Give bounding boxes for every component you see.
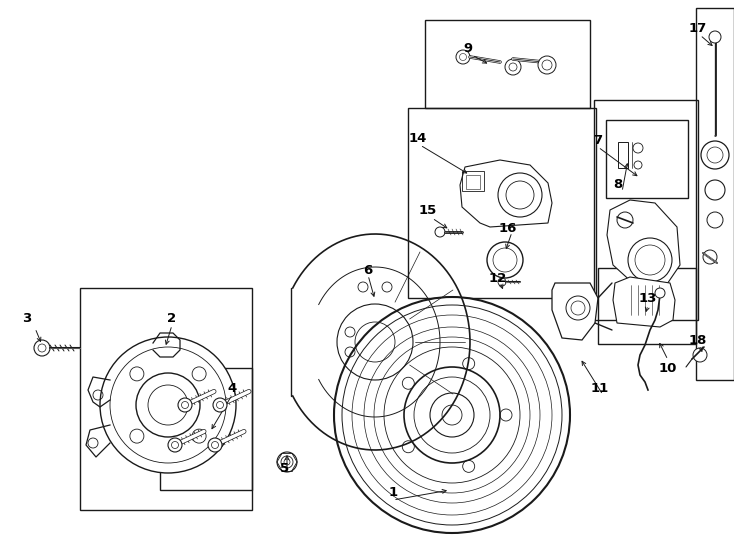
Polygon shape xyxy=(607,200,680,287)
Text: 11: 11 xyxy=(591,381,609,395)
Circle shape xyxy=(136,373,200,437)
Circle shape xyxy=(334,297,570,533)
Polygon shape xyxy=(552,283,598,340)
Text: 17: 17 xyxy=(689,22,707,35)
Circle shape xyxy=(693,348,707,362)
Text: 8: 8 xyxy=(614,179,622,192)
Text: 10: 10 xyxy=(659,361,677,375)
Polygon shape xyxy=(613,277,675,327)
Text: 15: 15 xyxy=(419,204,437,217)
Circle shape xyxy=(703,250,717,264)
Text: 12: 12 xyxy=(489,272,507,285)
Bar xyxy=(598,268,696,344)
Circle shape xyxy=(498,173,542,217)
Circle shape xyxy=(277,452,297,472)
Text: 5: 5 xyxy=(280,462,289,475)
Circle shape xyxy=(213,398,227,412)
Bar xyxy=(466,175,480,189)
Circle shape xyxy=(168,438,182,452)
Text: 2: 2 xyxy=(167,312,177,325)
Bar xyxy=(425,20,590,108)
Circle shape xyxy=(100,337,236,473)
Circle shape xyxy=(505,59,521,75)
Text: 16: 16 xyxy=(499,221,517,234)
Circle shape xyxy=(208,438,222,452)
Text: 7: 7 xyxy=(593,133,603,146)
Circle shape xyxy=(566,296,590,320)
Text: 9: 9 xyxy=(463,42,473,55)
Polygon shape xyxy=(460,160,552,227)
Bar xyxy=(594,100,698,320)
Circle shape xyxy=(709,31,721,43)
Bar xyxy=(696,8,734,380)
Text: 3: 3 xyxy=(22,312,32,325)
Circle shape xyxy=(628,238,672,282)
Text: 6: 6 xyxy=(363,264,373,276)
Circle shape xyxy=(655,288,665,298)
Bar xyxy=(80,288,252,510)
Text: 13: 13 xyxy=(639,292,657,305)
Circle shape xyxy=(456,50,470,64)
Bar xyxy=(462,171,484,191)
Circle shape xyxy=(435,227,445,237)
Circle shape xyxy=(617,212,633,228)
Text: 1: 1 xyxy=(388,485,398,498)
Text: 4: 4 xyxy=(228,381,236,395)
Circle shape xyxy=(498,278,506,286)
Bar xyxy=(160,368,252,490)
Circle shape xyxy=(178,398,192,412)
Text: 14: 14 xyxy=(409,132,427,145)
Bar xyxy=(408,108,596,298)
Circle shape xyxy=(404,367,500,463)
Text: 18: 18 xyxy=(688,334,707,347)
Circle shape xyxy=(538,56,556,74)
Bar xyxy=(606,120,688,198)
Circle shape xyxy=(34,340,50,356)
Bar xyxy=(618,142,628,168)
